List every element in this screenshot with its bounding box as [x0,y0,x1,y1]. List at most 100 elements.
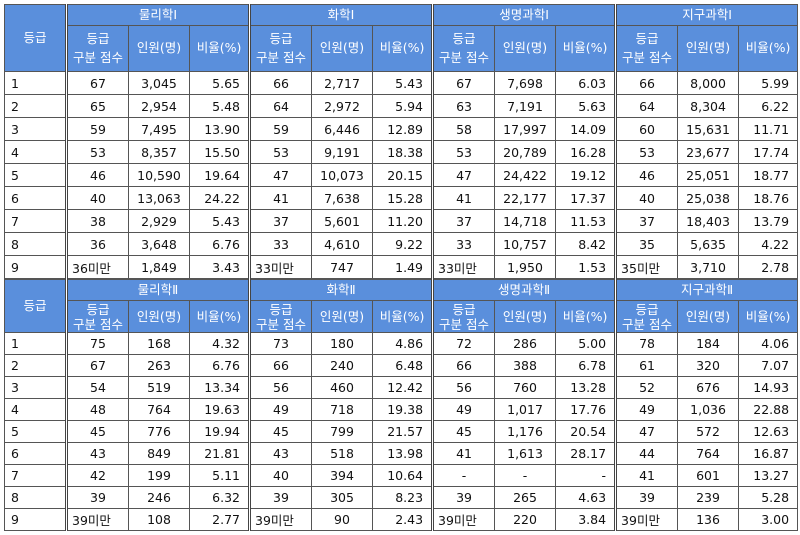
ratio-cell: 5.65 [188,71,251,95]
ratio-cell: 3.43 [188,255,251,279]
cut-score-cell: 33미만 [248,255,313,279]
column-header-line: 구분 점수 [73,49,123,65]
column-header: 등급 구분 점수 [248,25,313,72]
count-cell: 2,972 [311,94,374,118]
count-cell: 2,929 [128,209,190,233]
ratio-cell: 20.54 [555,420,617,443]
ratio-cell: 10.64 [371,464,434,487]
cut-score-cell: 39 [431,486,496,509]
ratio-cell: 14.93 [738,376,799,399]
ratio-cell: 6.22 [738,94,799,118]
count-cell: 286 [494,332,557,355]
cut-score-cell: 40 [614,186,679,210]
ratio-cell: 6.76 [188,232,251,256]
cut-score-cell: 60 [614,117,679,141]
count-cell: 8,000 [677,71,740,95]
count-cell: 388 [494,354,557,377]
column-header: 인원(명) [128,300,190,333]
ratio-cell: 6.48 [371,354,434,377]
ratio-cell: 19.64 [188,163,251,187]
cut-score-cell: 54 [65,376,129,399]
grade-cell: 3 [4,117,67,141]
cut-score-cell: 39미만 [65,508,129,531]
grade-cell: 4 [4,398,67,421]
count-cell: 3,710 [677,255,740,279]
count-cell: 460 [311,376,373,399]
cut-score-cell: 39 [65,486,129,509]
count-cell: 240 [311,354,373,377]
subject-name: 화학Ⅱ [247,279,434,301]
count-cell: 6,446 [311,117,374,141]
cut-score-cell: 39 [248,486,312,509]
cut-score-cell: 64 [614,94,679,118]
cut-score-cell: 41 [614,464,679,487]
subject-name: 물리학Ⅱ [65,279,250,301]
cut-score-cell: 38 [65,209,129,233]
count-cell: 265 [494,486,557,509]
column-header: 등급 구분 점수 [431,300,496,333]
column-header: 비율(%) [372,25,434,72]
data-row: 8 36 3,648 6.76 33 4,610 9.22 33 10,757 8.42 35 5,6… [4,232,799,256]
count-cell: 1,849 [128,255,190,279]
count-cell: 5,601 [311,209,374,233]
count-cell: 1,176 [494,420,557,443]
column-header-line: 구분 점수 [256,316,306,332]
count-cell: 220 [494,508,557,531]
cut-score-cell: 45 [431,420,496,443]
count-cell: 601 [677,464,740,487]
cut-score-cell: 41 [431,442,496,465]
ratio-cell: 1.53 [555,255,617,279]
count-cell: 180 [311,332,373,355]
count-cell: 18,403 [677,209,740,233]
count-cell: 4,610 [311,232,374,256]
column-header: 등급 구분 점수 [248,300,312,333]
cut-score-cell: 49 [431,398,496,421]
ratio-cell: 21.57 [371,420,434,443]
count-cell: 10,757 [494,232,557,256]
cut-score-cell: 36미만 [65,255,129,279]
ratio-cell: 18.77 [738,163,799,187]
cut-score-cell: 41 [431,186,496,210]
column-header: 비율(%) [189,300,250,333]
count-cell: 320 [677,354,740,377]
count-cell: 799 [311,420,373,443]
count-cell: 246 [128,486,190,509]
grade-cell: 9 [4,255,67,279]
grade-table: 등급 물리학Ⅱ 화학Ⅱ 생명과학Ⅱ 지구과학Ⅱ 등급 구분 점수 인원(명) 비율(%) 등급 구분… [4,279,799,531]
ratio-cell: 13.27 [738,464,799,487]
data-row: 5 46 10,590 19.64 47 10,073 20.15 47 24,422 19.12… [4,163,799,187]
column-header: 인원(명) [494,300,557,333]
cut-score-cell: 65 [65,94,129,118]
ratio-cell: 4.22 [738,232,799,256]
ratio-cell: 5.00 [555,332,617,355]
ratio-cell: 4.06 [738,332,799,355]
cut-score-cell: 49 [248,398,312,421]
column-header: 비율(%) [555,25,617,72]
grade-header: 등급 [4,279,67,333]
cut-score-cell: 37 [431,209,496,233]
count-cell: 764 [677,442,740,465]
cut-score-cell: 47 [614,420,679,443]
cut-score-cell: 39미만 [248,508,312,531]
count-cell: 17,997 [494,117,557,141]
ratio-cell: 28.17 [555,442,617,465]
column-header-line: 등급 [269,301,293,317]
count-cell: 22,177 [494,186,557,210]
ratio-cell: 5.48 [188,94,251,118]
cut-score-cell: 66 [614,71,679,95]
ratio-cell: 4.63 [555,486,617,509]
grade-cell: 7 [4,209,67,233]
column-header: 인원(명) [311,25,374,72]
ratio-cell: 24.22 [188,186,251,210]
ratio-cell: 5.43 [372,71,434,95]
grade-cell: 9 [4,508,67,531]
ratio-cell: 13.28 [555,376,617,399]
count-cell: 760 [494,376,557,399]
count-cell: 199 [128,464,190,487]
ratio-cell: - [555,464,617,487]
ratio-cell: 5.11 [189,464,250,487]
ratio-cell: 19.38 [371,398,434,421]
data-row: 8 39 246 6.32 39 305 8.23 39 265 4.63 39 239 5.28 [4,486,799,509]
subheader-row: 등급 구분 점수 인원(명) 비율(%) 등급 구분 점수 인원(명) 비율(%) 등급 구분 점… [5,300,799,333]
grade-cell: 2 [4,94,67,118]
